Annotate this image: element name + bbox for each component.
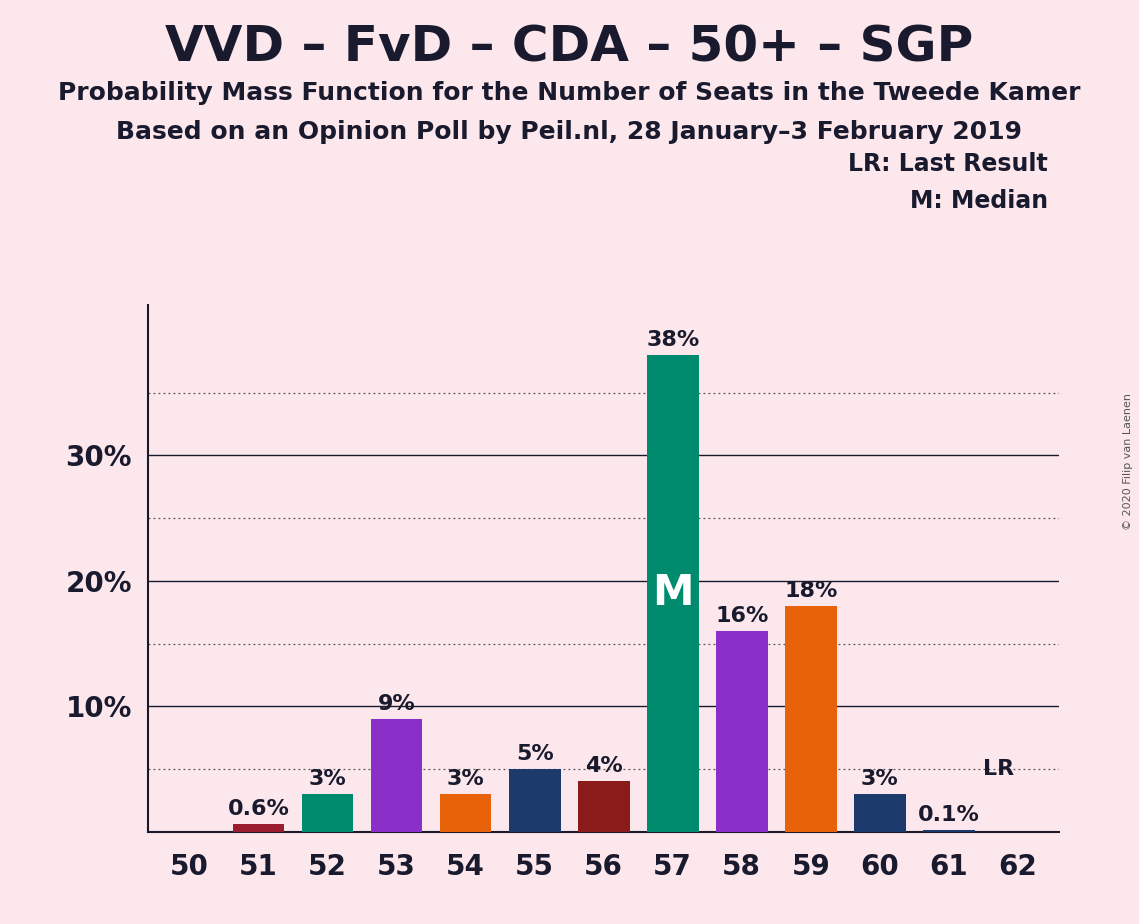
- Text: M: M: [652, 572, 694, 614]
- Bar: [577, 782, 630, 832]
- Text: M: Median: M: Median: [910, 189, 1048, 213]
- Text: 3%: 3%: [309, 769, 346, 789]
- Bar: [854, 794, 906, 832]
- Text: 18%: 18%: [784, 581, 837, 601]
- Text: Based on an Opinion Poll by Peil.nl, 28 January–3 February 2019: Based on an Opinion Poll by Peil.nl, 28 …: [116, 120, 1023, 144]
- Text: © 2020 Filip van Laenen: © 2020 Filip van Laenen: [1123, 394, 1133, 530]
- Text: Probability Mass Function for the Number of Seats in the Tweede Kamer: Probability Mass Function for the Number…: [58, 81, 1081, 105]
- Bar: [509, 769, 560, 832]
- Text: 16%: 16%: [715, 606, 769, 626]
- Text: 0.6%: 0.6%: [228, 799, 289, 819]
- Text: 3%: 3%: [446, 769, 484, 789]
- Bar: [440, 794, 492, 832]
- Bar: [302, 794, 353, 832]
- Bar: [647, 355, 698, 832]
- Text: 5%: 5%: [516, 744, 554, 764]
- Bar: [785, 606, 837, 832]
- Text: LR: LR: [983, 759, 1015, 779]
- Text: LR: Last Result: LR: Last Result: [849, 152, 1048, 176]
- Bar: [232, 824, 285, 832]
- Text: 3%: 3%: [861, 769, 899, 789]
- Bar: [370, 719, 423, 832]
- Text: 38%: 38%: [646, 330, 699, 350]
- Text: VVD – FvD – CDA – 50+ – SGP: VVD – FvD – CDA – 50+ – SGP: [165, 23, 974, 71]
- Text: 9%: 9%: [378, 694, 416, 713]
- Bar: [923, 831, 975, 832]
- Text: 4%: 4%: [584, 757, 623, 776]
- Text: 0.1%: 0.1%: [918, 806, 980, 825]
- Bar: [715, 631, 768, 832]
